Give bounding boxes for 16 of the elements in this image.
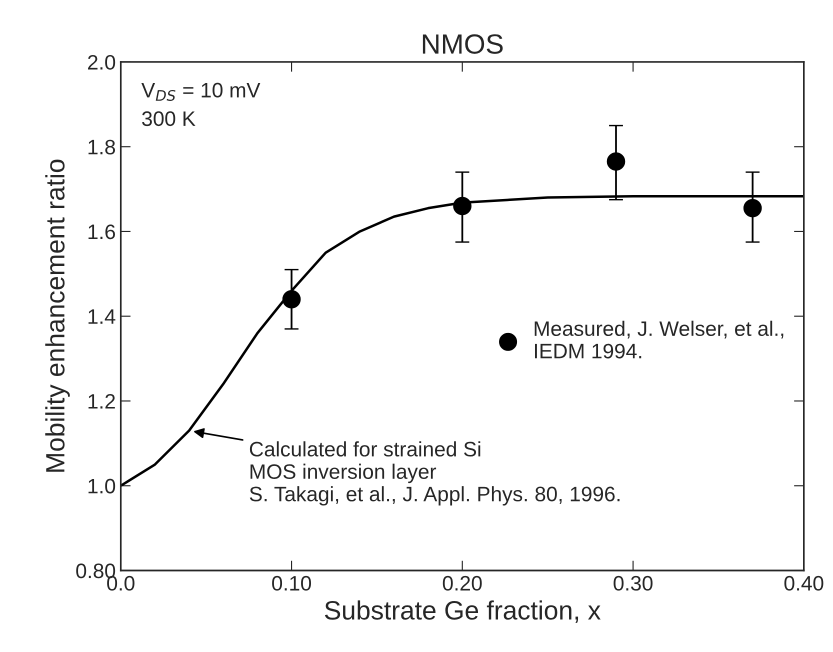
- annotation: V$_{DS}$ = 10 mV 300 K: [141, 82, 260, 126]
- x-tick-label: 0.40: [784, 576, 824, 591]
- y-tick-label: 1.0: [88, 478, 116, 494]
- y-axis-title: Mobility enhancement ratio: [45, 160, 70, 472]
- y-tick-label: 1.6: [88, 224, 116, 240]
- x-tick-label: 0.20: [442, 576, 482, 591]
- y-tick-label: 1.4: [88, 309, 116, 324]
- x-tick-label: 0.30: [614, 576, 653, 591]
- legend-label: Measured, J. Welser, et al., IEDM 1994.: [534, 320, 784, 358]
- x-tick-label: 0.10: [272, 576, 312, 591]
- y-tick-label: 1.8: [88, 140, 116, 154]
- x-axis-title: Substrate Ge fraction, x: [324, 600, 601, 623]
- annotation: Calculated for strained Si MOS inversion layer S. Takagi, et al., J. Appl. Phys. 80, 1996.: [250, 441, 620, 506]
- y-tick-label: 2.0: [88, 54, 116, 70]
- y-tick-label: 1.2: [88, 394, 115, 409]
- chart-title: NMOS: [422, 34, 503, 54]
